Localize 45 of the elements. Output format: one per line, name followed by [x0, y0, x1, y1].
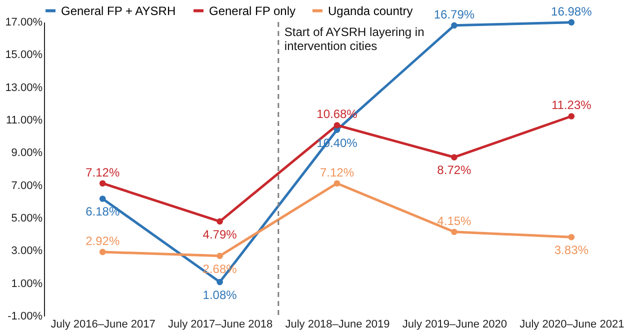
y-tick-label: 3.00%	[11, 245, 43, 258]
point	[451, 228, 458, 236]
point	[451, 154, 458, 160]
point	[216, 278, 223, 286]
data-label: 7.12%	[320, 165, 354, 180]
point	[99, 196, 106, 202]
y-tick-label: 9.00%	[11, 147, 43, 160]
y-tick-label: 13.00%	[5, 82, 43, 94]
y-tick-label: 7.00%	[11, 180, 43, 192]
point	[216, 218, 223, 225]
data-label: 8.72%	[437, 163, 472, 178]
x-tick-label: July 2019–June 2020	[402, 318, 507, 330]
annotation: Start of AYSRH layering in intervention cities	[284, 25, 424, 53]
data-label: 16.98%	[551, 4, 592, 18]
data-label: 16.79%	[434, 7, 475, 22]
point	[451, 22, 458, 29]
point	[216, 252, 223, 260]
legend-label: General FP only	[209, 4, 296, 18]
x-tick-label: July 2018–June 2019	[285, 318, 390, 330]
point	[568, 113, 575, 120]
data-label: 6.18%	[86, 204, 120, 219]
x-tick-label: July 2017–June 2018	[168, 318, 273, 330]
x-tick-label: July 2016–June 2017	[50, 318, 156, 330]
data-label: 7.12%	[86, 165, 120, 180]
x-tick-label: July 2020–June 2021	[520, 318, 624, 330]
y-tick-label: 11.00%	[6, 114, 43, 126]
point	[334, 180, 340, 187]
data-label: 11.23%	[551, 98, 592, 112]
y-tick-label: 15.00%	[5, 49, 43, 62]
data-label: 4.15%	[437, 214, 472, 228]
point	[568, 234, 575, 240]
legend-label: General FP + AYSRH	[61, 4, 176, 18]
data-label: 4.79%	[202, 227, 238, 242]
y-tick-label: 1.00%	[11, 278, 43, 290]
data-label: 1.08%	[202, 288, 238, 302]
point	[334, 122, 340, 128]
legend-label: Uganda country	[328, 4, 413, 18]
data-label: 3.83%	[554, 243, 589, 258]
point	[568, 19, 575, 26]
y-tick-label: 5.00%	[11, 212, 43, 224]
data-label: 2.92%	[86, 234, 120, 248]
y-tick-label: -1.00%	[8, 310, 43, 322]
point	[99, 180, 106, 187]
point	[99, 248, 106, 256]
y-tick-label: 17.00%	[5, 16, 43, 28]
